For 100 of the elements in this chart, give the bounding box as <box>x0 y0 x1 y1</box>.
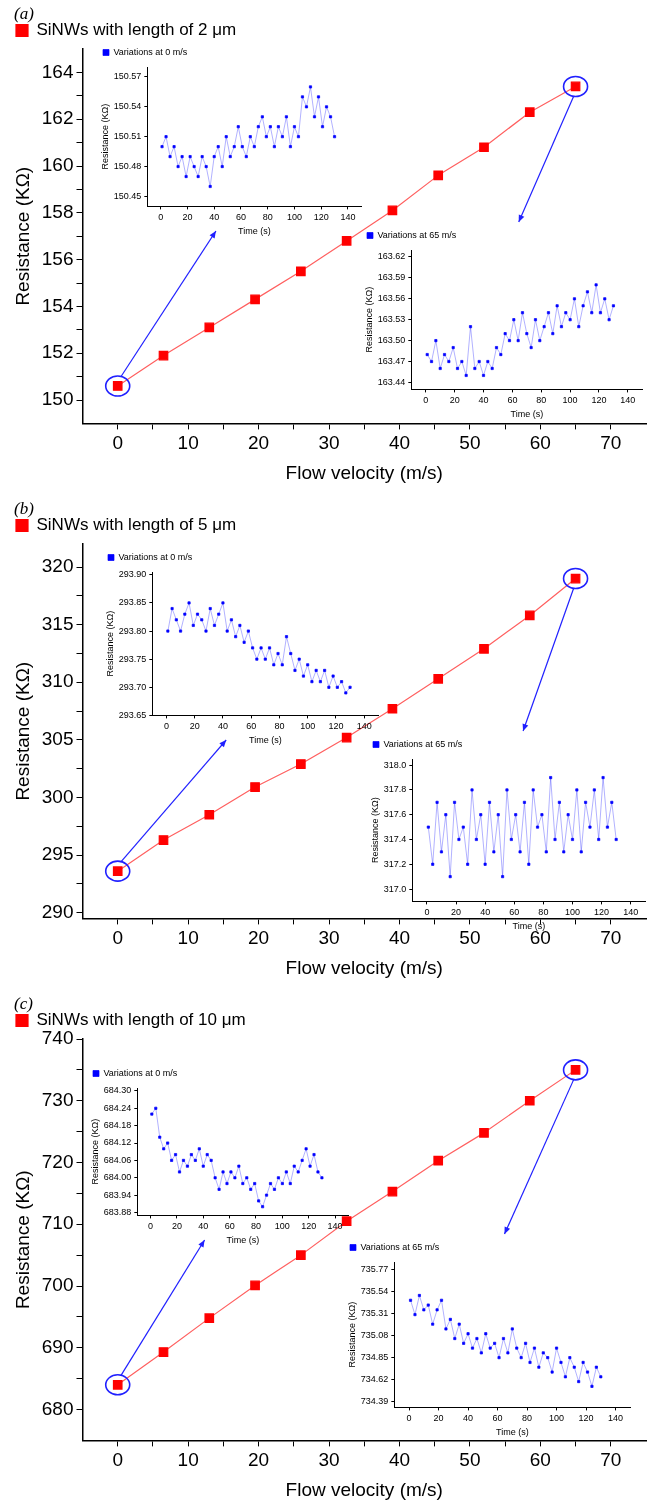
point <box>170 607 174 611</box>
x-tick-label: 140 <box>620 395 636 406</box>
point <box>255 657 259 661</box>
point <box>250 782 260 792</box>
x-tick-label: 0 <box>424 907 430 918</box>
x-tick-label: 140 <box>608 1413 624 1424</box>
point <box>557 800 561 804</box>
point <box>329 115 333 119</box>
point <box>531 788 535 792</box>
point <box>448 1317 452 1321</box>
y-tick-label: 163.44 <box>377 376 406 387</box>
point <box>236 125 240 129</box>
point <box>566 813 570 817</box>
y-tick-label: 152 <box>41 341 74 363</box>
legend-label: SiNWs with length of 5 μm <box>36 515 237 535</box>
point <box>585 290 589 294</box>
y-tick-label: 293.85 <box>118 597 147 608</box>
point <box>344 691 348 695</box>
point <box>250 294 260 305</box>
point <box>501 875 505 879</box>
point <box>166 629 170 633</box>
point <box>176 165 180 169</box>
x-tick-label: 10 <box>177 1449 199 1471</box>
point <box>588 825 592 829</box>
x-tick-label: 80 <box>262 212 273 223</box>
point <box>272 663 276 667</box>
point <box>154 1106 158 1110</box>
y-tick-label: 163.47 <box>377 356 406 366</box>
legend-label: Variations at 65 m/s <box>377 229 457 240</box>
point <box>293 668 297 672</box>
point <box>598 311 602 315</box>
y-tick-label: 735.31 <box>360 1308 389 1319</box>
point <box>493 1341 497 1345</box>
y-tick-label: 156 <box>41 247 74 269</box>
point <box>506 1351 510 1355</box>
point <box>546 1356 550 1360</box>
y-tick-label: 150 <box>41 388 74 410</box>
point <box>229 618 233 622</box>
point <box>594 283 598 287</box>
point <box>451 346 455 350</box>
x-tick-label: 60 <box>492 1413 503 1424</box>
point <box>466 1332 470 1336</box>
x-tick-label: 60 <box>224 1221 235 1232</box>
x-axis-title: Time (s) <box>248 735 282 746</box>
x-tick-label: 140 <box>356 721 372 732</box>
point <box>607 318 611 322</box>
point <box>532 1346 536 1350</box>
point <box>316 1170 320 1174</box>
point <box>536 825 540 829</box>
y-tick-label: 735.54 <box>360 1286 389 1297</box>
point <box>244 155 248 159</box>
y-tick-label: 734.39 <box>360 1396 389 1407</box>
x-tick-label: 80 <box>536 395 547 406</box>
y-tick-label: 293.80 <box>118 625 147 636</box>
x-tick-label: 80 <box>250 1221 262 1232</box>
point <box>413 1313 417 1317</box>
point <box>182 1158 185 1162</box>
y-axis-title: Resistance (KΩ) <box>89 1118 100 1185</box>
point <box>285 635 288 639</box>
x-tick-label: 40 <box>209 212 220 223</box>
point <box>269 1182 272 1186</box>
point <box>501 1337 505 1341</box>
y-tick-label: 290 <box>41 900 74 922</box>
point <box>603 297 607 301</box>
x-tick-label: 80 <box>274 721 285 732</box>
point <box>197 1147 201 1151</box>
point <box>331 674 335 678</box>
text: (b) <box>14 498 35 518</box>
point <box>217 612 221 616</box>
point <box>304 105 308 109</box>
point <box>150 1112 154 1116</box>
x-axis-title: Flow velocity (m/s) <box>285 461 443 483</box>
y-tick-label: 293.65 <box>118 709 147 720</box>
point <box>261 1205 265 1209</box>
x-tick-label: 70 <box>600 432 622 454</box>
point <box>238 623 242 627</box>
y-axis-title: Resistance (KΩ) <box>11 661 33 801</box>
x-tick-label: 60 <box>246 721 257 732</box>
x-tick-label: 70 <box>600 927 622 949</box>
point <box>212 623 216 627</box>
y-tick-label: 690 <box>41 1336 74 1357</box>
x-tick-label: 80 <box>522 1413 533 1424</box>
y-axis-title: Resistance (KΩ) <box>363 286 374 353</box>
y-tick-label: 317.4 <box>383 833 407 844</box>
y-tick-label: 730 <box>41 1088 74 1110</box>
legend-label: Variations at 0 m/s <box>113 46 188 57</box>
point <box>168 155 172 159</box>
text: (c) <box>14 993 34 1013</box>
x-tick-label: 0 <box>148 1221 154 1232</box>
point <box>444 1327 448 1331</box>
point <box>179 629 183 633</box>
x-tick-label: 60 <box>235 212 246 223</box>
point <box>260 115 264 119</box>
point <box>320 1176 324 1180</box>
point <box>191 623 195 627</box>
point <box>447 360 451 363</box>
point <box>479 643 489 654</box>
x-tick-label: 20 <box>433 1413 444 1424</box>
x-axis-title: Time (s) <box>226 1235 260 1246</box>
y-tick-label: 163.62 <box>377 251 406 262</box>
